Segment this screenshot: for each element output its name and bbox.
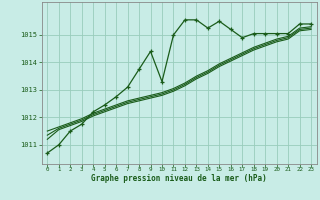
X-axis label: Graphe pression niveau de la mer (hPa): Graphe pression niveau de la mer (hPa) bbox=[91, 174, 267, 183]
